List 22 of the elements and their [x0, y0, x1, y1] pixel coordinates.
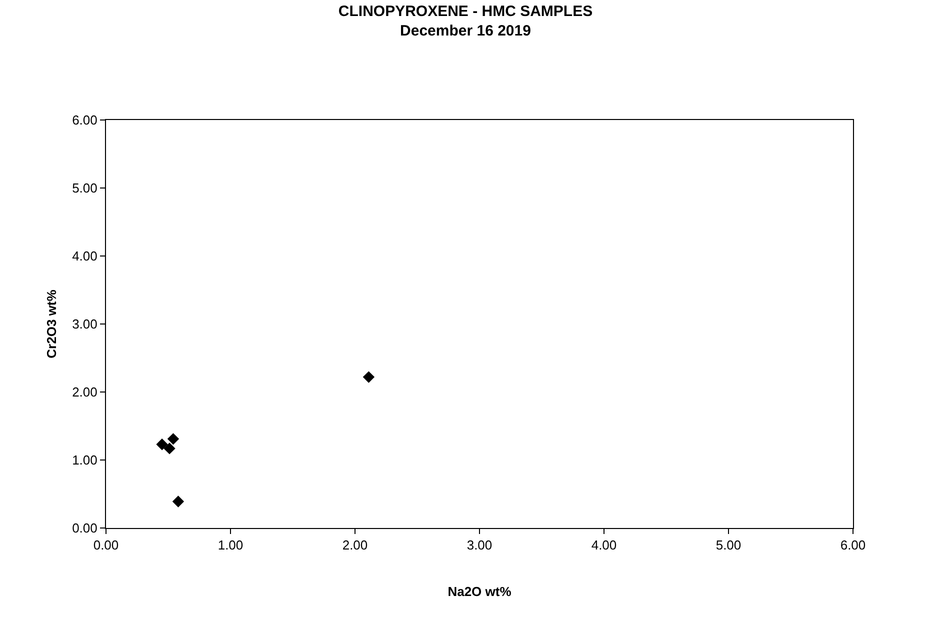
x-tick-label: 3.00 [466, 538, 492, 553]
point [362, 371, 375, 383]
y-tick-label: 3.00 [72, 316, 98, 332]
y-tick-label: 1.00 [72, 452, 98, 468]
x-tick-label: 5.00 [716, 538, 742, 553]
x-tick-label: 0.00 [93, 538, 119, 553]
y-tick-label: 2.00 [72, 384, 98, 400]
point [172, 496, 184, 508]
x-tick-label: 1.00 [218, 538, 244, 553]
point [156, 438, 168, 450]
y-tick-label: 0.00 [72, 520, 98, 536]
point [164, 442, 176, 454]
x-tick-label: 6.00 [840, 538, 866, 553]
y-axis-title: Cr2O3 wt% [44, 289, 60, 358]
chart-title: CLINOPYROXENE - HMC SAMPLES December 16 2019 [338, 2, 593, 40]
x-axis-title: Na2O wt% [448, 584, 512, 600]
x-tick-label: 2.00 [342, 538, 368, 553]
point [167, 433, 180, 445]
y-tick-label: 5.00 [72, 180, 98, 196]
y-tick-label: 4.00 [72, 248, 98, 264]
x-tick-label: 4.00 [591, 538, 617, 553]
y-tick-label: 6.00 [72, 112, 98, 128]
